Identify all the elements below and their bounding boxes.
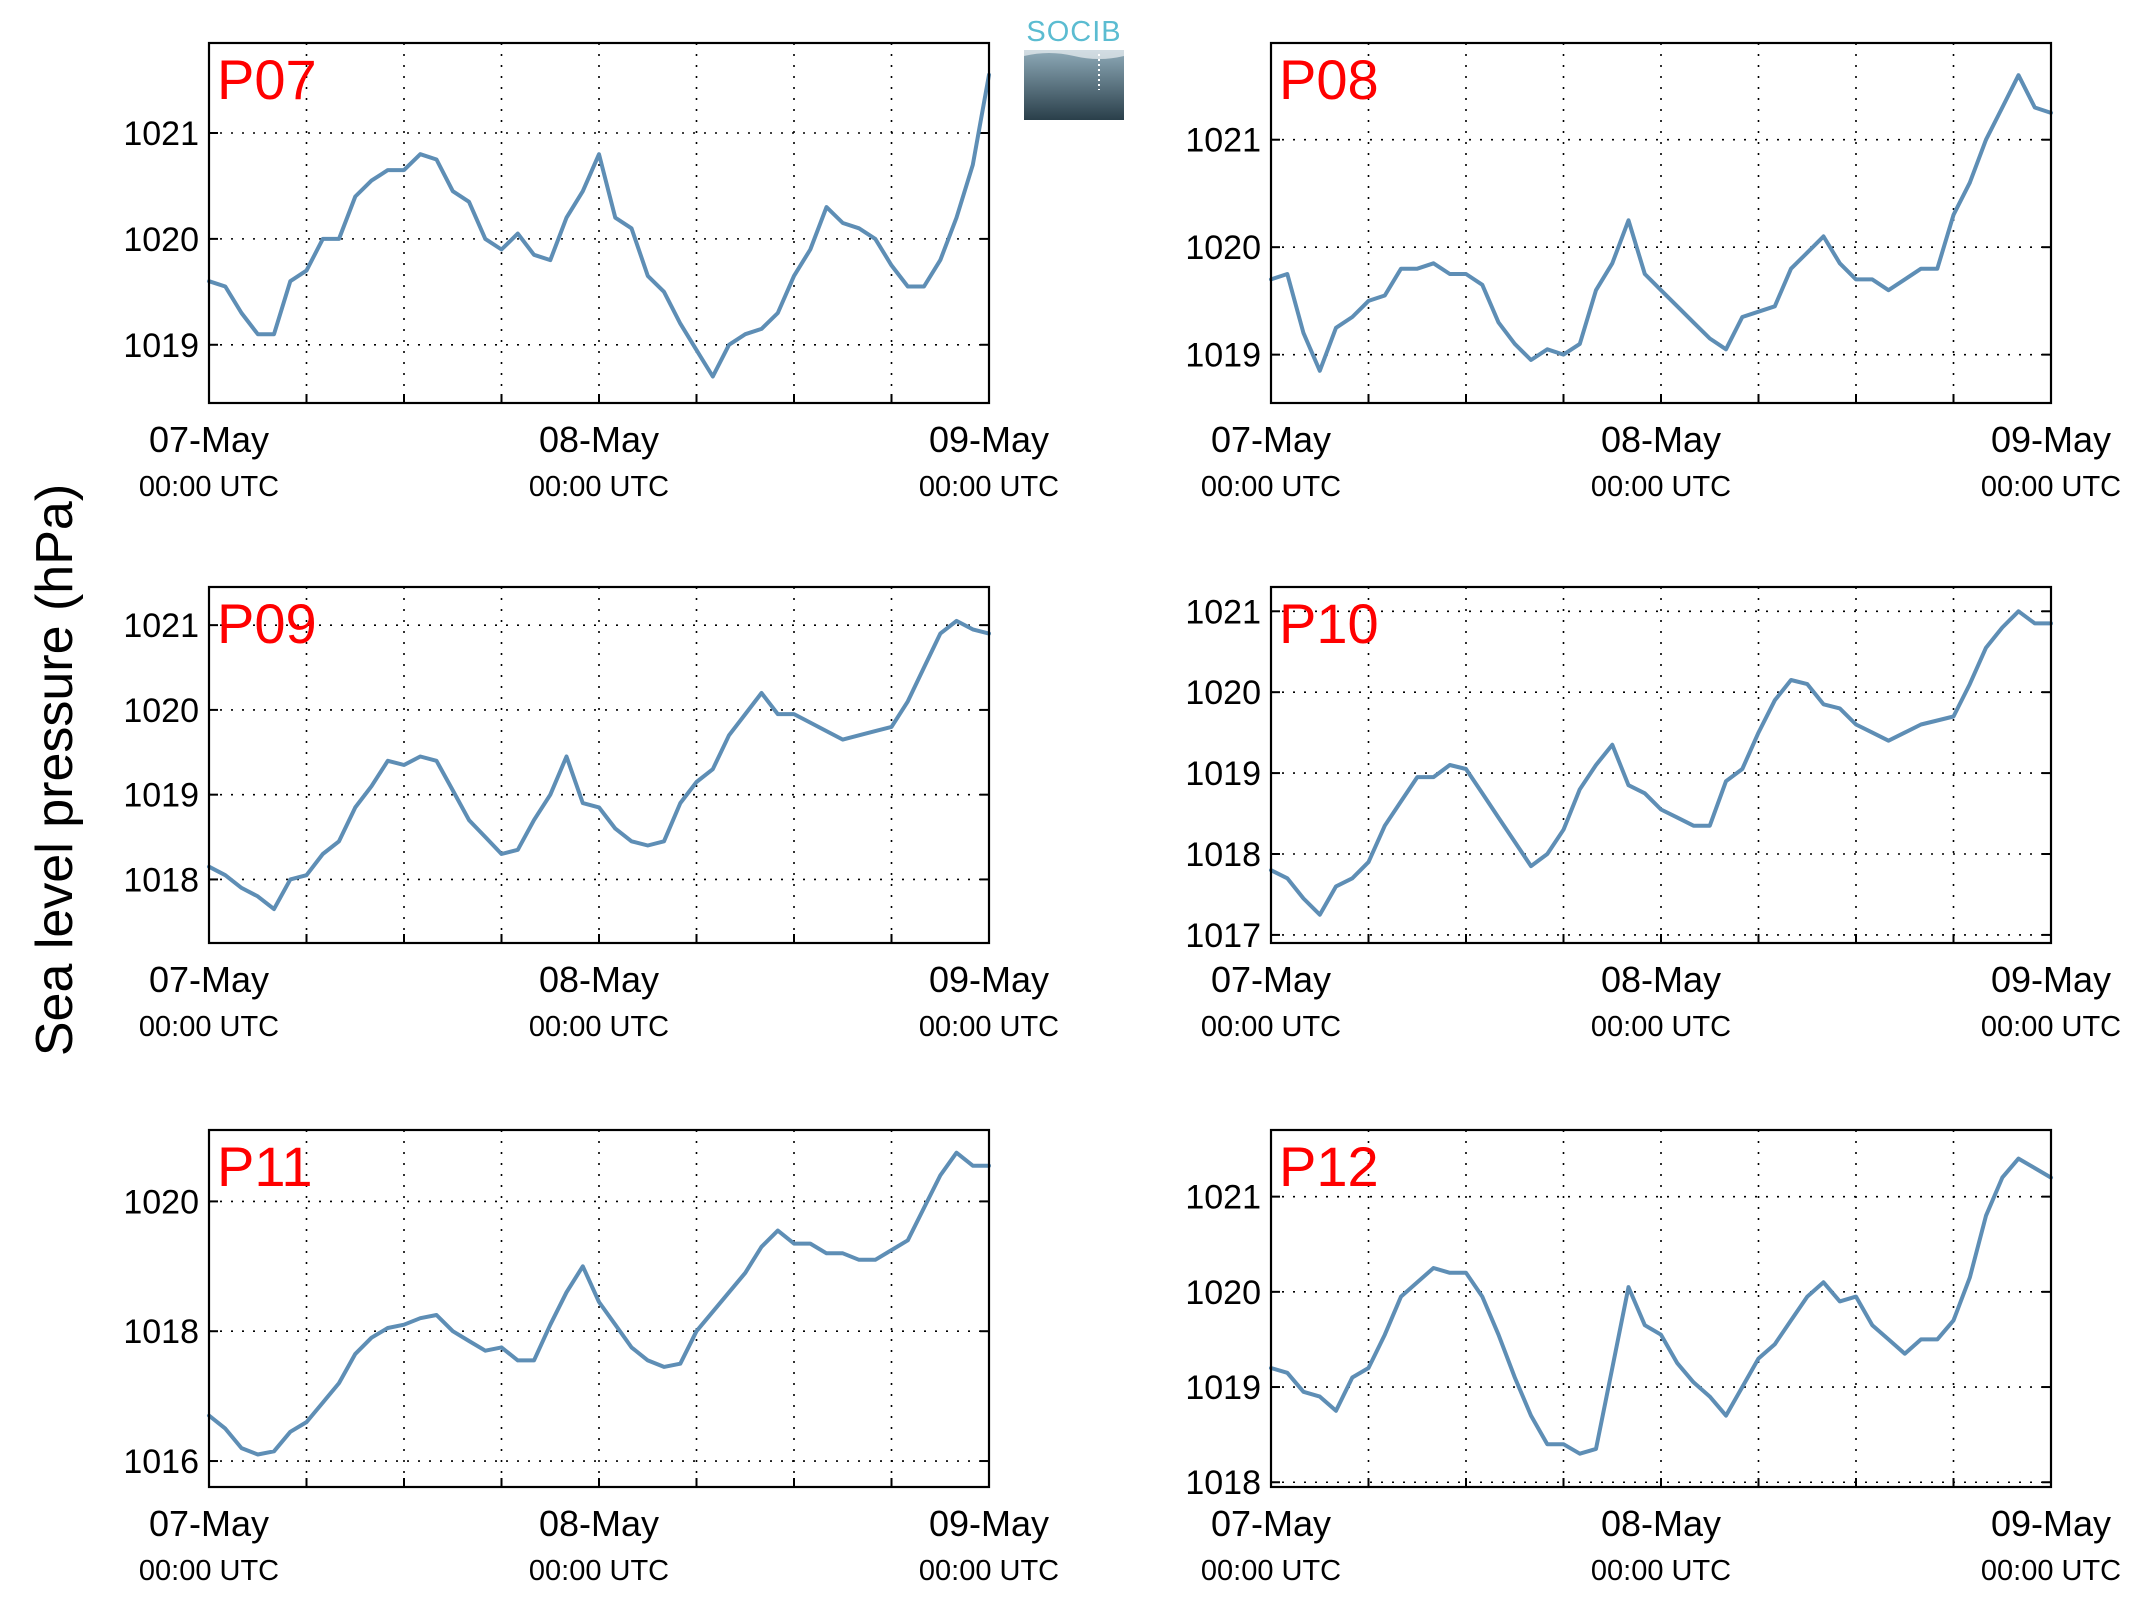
axes-frame: [1269, 585, 2053, 945]
chart-panel-p11: 1016 1018 1020 P11 07-May 00:00 UTC 08-May 00:0…: [123, 1128, 1059, 1587]
x-tick-label-date: 07-May: [149, 959, 269, 1000]
x-tick-label-date: 07-May: [1211, 959, 1331, 1000]
x-tick-label-date: 08-May: [539, 959, 659, 1000]
x-tick-label-date: 08-May: [539, 419, 659, 460]
y-tick-label: 1019: [123, 327, 199, 365]
y-tick-label: 1020: [123, 1183, 199, 1221]
socib-logo: SOCIB: [1024, 16, 1124, 120]
y-tick-label: 1018: [1185, 836, 1261, 874]
series-line: [1269, 73, 2053, 373]
x-tick-label-time: 00:00 UTC: [1201, 1555, 1341, 1587]
y-tick-label: 1020: [1185, 1274, 1261, 1312]
y-tick-label: 1020: [123, 221, 199, 259]
y-tick-label: 1019: [1185, 1369, 1261, 1407]
y-tick-label: 1018: [1185, 1464, 1261, 1502]
y-tick-label: 1019: [1185, 337, 1261, 375]
y-tick-label: 1021: [123, 607, 199, 645]
x-tick-label-time: 00:00 UTC: [919, 471, 1059, 503]
x-tick-label-time: 00:00 UTC: [529, 1011, 669, 1043]
x-tick-label-time: 00:00 UTC: [1201, 1011, 1341, 1043]
x-tick-label-time: 00:00 UTC: [1591, 1011, 1731, 1043]
logo-text: SOCIB: [1026, 16, 1122, 48]
y-tick-label: 1019: [1185, 755, 1261, 793]
x-tick-label-time: 00:00 UTC: [1981, 471, 2121, 503]
x-tick-label-time: 00:00 UTC: [919, 1011, 1059, 1043]
y-tick-label: 1021: [1185, 1179, 1261, 1217]
panel-label: P11: [217, 1135, 312, 1198]
y-tick-label: 1020: [1185, 229, 1261, 267]
panel-label: P10: [1279, 592, 1379, 655]
y-tick-label: 1020: [1185, 674, 1261, 712]
x-tick-label-time: 00:00 UTC: [1591, 1555, 1731, 1587]
series-line: [207, 72, 991, 379]
series-line: [1269, 1156, 2053, 1456]
x-tick-label-date: 08-May: [1601, 1503, 1721, 1544]
y-tick-label: 1016: [123, 1443, 199, 1481]
panel-label: P12: [1279, 1135, 1379, 1198]
panel-label: P07: [217, 48, 317, 111]
x-tick-label-date: 09-May: [929, 419, 1049, 460]
x-tick-label-date: 08-May: [539, 1503, 659, 1544]
x-tick-label-date: 07-May: [1211, 419, 1331, 460]
y-axis-label: Sea level pressure (hPa): [26, 483, 84, 1057]
x-tick-label-date: 09-May: [1991, 419, 2111, 460]
chart-panel-p12: 1018 1019 1020 1021 P12 07-May 00:00 UTC 08-May…: [1185, 1128, 2121, 1587]
y-tick-label: 1021: [123, 115, 199, 153]
x-tick-label-date: 08-May: [1601, 419, 1721, 460]
logo-emblem: [1024, 50, 1124, 120]
series-line: [207, 618, 991, 912]
x-tick-label-time: 00:00 UTC: [529, 1555, 669, 1587]
x-tick-label-date: 08-May: [1601, 959, 1721, 1000]
axes-frame: [207, 585, 991, 945]
y-tick-label: 1021: [1185, 122, 1261, 160]
chart-panel-p09: 1018 1019 1020 1021 P09 07-May 00:00 UTC 08-May…: [123, 585, 1059, 1043]
x-tick-label-date: 07-May: [149, 1503, 269, 1544]
x-tick-label-time: 00:00 UTC: [529, 471, 669, 503]
axes-frame: [1269, 41, 2053, 405]
y-tick-label: 1018: [123, 1313, 199, 1351]
x-tick-label-time: 00:00 UTC: [919, 1555, 1059, 1587]
y-tick-label: 1017: [1185, 917, 1261, 955]
x-tick-label-date: 07-May: [1211, 1503, 1331, 1544]
y-tick-label: 1019: [123, 777, 199, 815]
axes-frame: [207, 1128, 991, 1489]
y-tick-label: 1018: [123, 861, 199, 899]
x-tick-label-date: 09-May: [1991, 959, 2111, 1000]
axes-frame: [207, 41, 991, 405]
x-tick-label-time: 00:00 UTC: [139, 1555, 279, 1587]
y-tick-label: 1021: [1185, 593, 1261, 631]
x-tick-label-date: 09-May: [1991, 1503, 2111, 1544]
chart-panel-p07: 1019 1020 1021 P07 07-May 00:00 UTC 08-May 00:0…: [123, 41, 1059, 503]
series-line: [1269, 609, 2053, 917]
x-tick-label-time: 00:00 UTC: [1201, 471, 1341, 503]
panel-label: P09: [217, 592, 317, 655]
chart-panel-p08: 1019 1020 1021 P08 07-May 00:00 UTC 08-May 00:0…: [1185, 41, 2121, 503]
y-tick-label: 1020: [123, 692, 199, 730]
axes-frame: [1269, 1128, 2053, 1489]
x-tick-label-date: 07-May: [149, 419, 269, 460]
x-tick-label-time: 00:00 UTC: [1591, 471, 1731, 503]
x-tick-label-date: 09-May: [929, 1503, 1049, 1544]
panel-label: P08: [1279, 48, 1379, 111]
series-line: [207, 1150, 991, 1457]
x-tick-label-date: 09-May: [929, 959, 1049, 1000]
x-tick-label-time: 00:00 UTC: [1981, 1011, 2121, 1043]
chart-panel-p10: 1017 1018 1019 1020 1021 P10 07-May 00:00 UTC 08…: [1185, 585, 2121, 1043]
x-tick-label-time: 00:00 UTC: [1981, 1555, 2121, 1587]
x-tick-label-time: 00:00 UTC: [139, 471, 279, 503]
x-tick-label-time: 00:00 UTC: [139, 1011, 279, 1043]
